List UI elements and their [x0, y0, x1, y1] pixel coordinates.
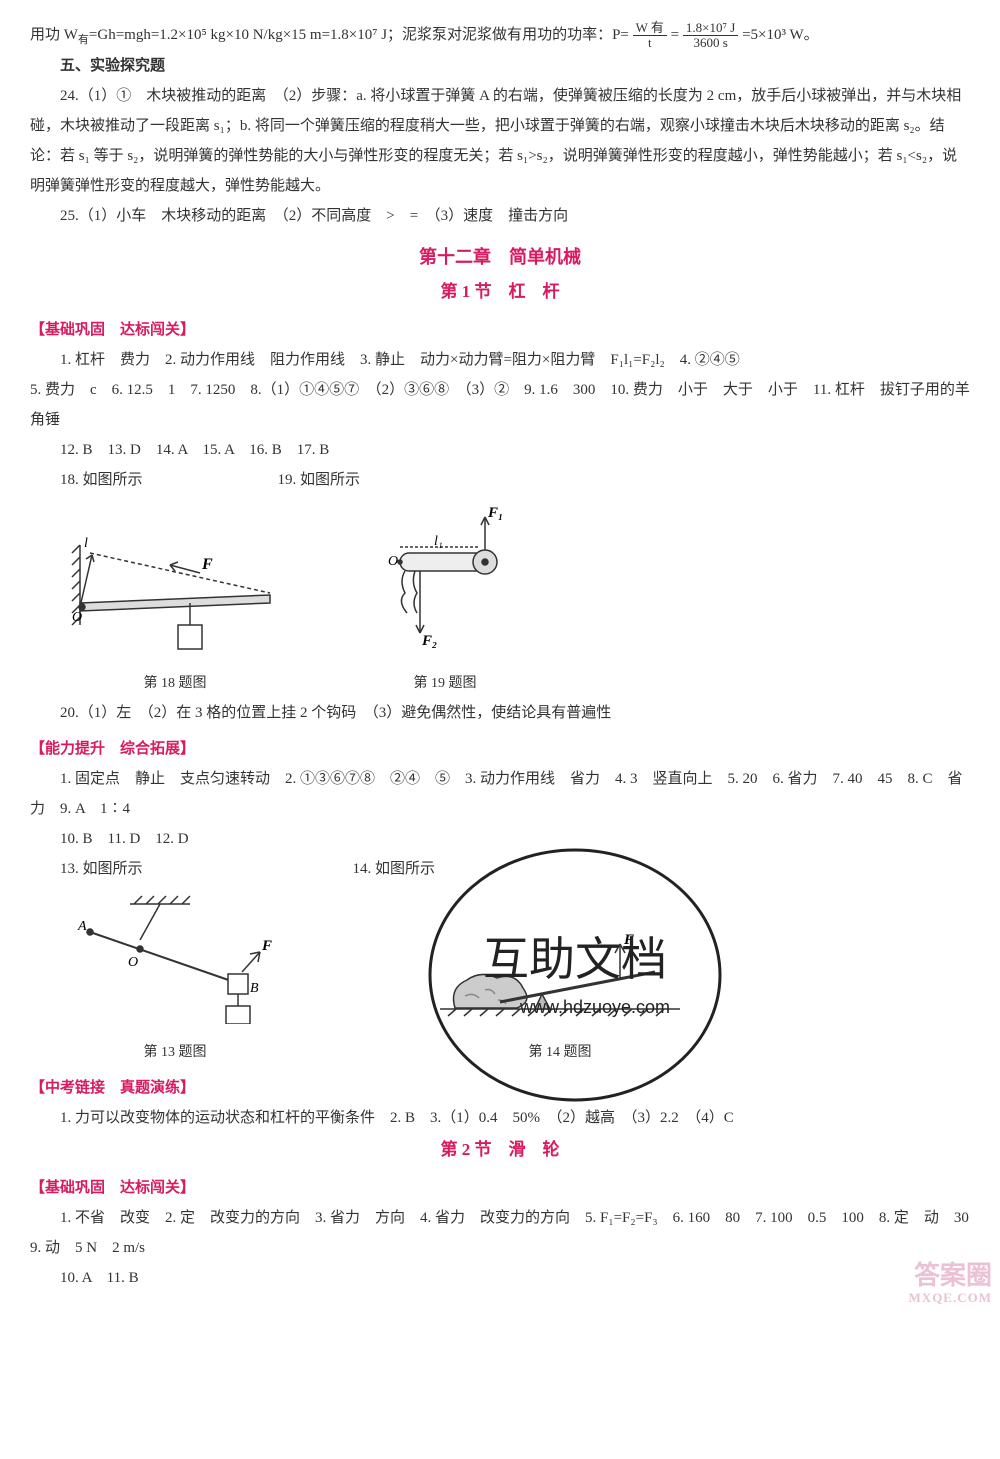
t: =Gh=mgh=1.2×10⁵ kg×10 N/kg×15 m=1.8×10⁷ … [89, 27, 629, 43]
lbl-l1: l₁ [434, 534, 443, 549]
p: 1. 固定点 静止 支点匀速转动 2. ①③⑥⑦⑧ ②④ ⑤ 3. 动力作用线 … [30, 764, 970, 824]
num: 1.8×10⁷ J [683, 21, 738, 36]
den: 3600 s [683, 36, 738, 50]
p: 10. A 11. B [30, 1263, 970, 1293]
caption-19: 第 19 题图 [360, 670, 530, 698]
p: 13. 如图所示 14. 如图所示 [30, 854, 970, 884]
fig14-svg: F [440, 904, 680, 1024]
wm-c1: 答案圈 [909, 1262, 992, 1291]
chapter-12-title: 第十二章 简单机械 [30, 239, 970, 275]
fraction: 1.8×10⁷ J3600 s [683, 21, 738, 51]
figure-19: F₁ F₂ O l₁ 第 19 题图 [360, 505, 530, 698]
p: 5. 费力 c 6. 12.5 1 7. 1250 8.（1）①④⑤⑦ （2）③… [30, 375, 970, 435]
den: t [633, 36, 667, 50]
fraction: W 有t [633, 21, 667, 51]
fig19-svg: F₁ F₂ O l₁ [360, 505, 530, 655]
lbl-O: O [388, 554, 398, 569]
sub-ability: 【能力提升 综合拓展】 [30, 734, 970, 764]
section-1-title: 第 1 节 杠 杆 [30, 275, 970, 309]
t: =5×10³ W。 [742, 27, 819, 43]
caption-18: 第 18 题图 [70, 670, 280, 698]
caption-14: 第 14 题图 [440, 1039, 680, 1067]
lbl-F: F [201, 556, 213, 573]
p: 1. 杠杆 费力 2. 动力作用线 阻力作用线 3. 静止 动力×动力臂=阻力×… [30, 345, 970, 375]
sub-basic: 【基础巩固 达标闯关】 [30, 315, 970, 345]
sub-basic-2: 【基础巩固 达标闯关】 [30, 1173, 970, 1203]
wm-c2: MXQE.COM [909, 1291, 992, 1305]
intro-formula: 用功 W有=Gh=mgh=1.2×10⁵ kg×10 N/kg×15 m=1.8… [30, 20, 970, 51]
lbl-A: A [77, 919, 87, 934]
section-5-title: 五、实验探究题 [30, 51, 970, 81]
fig13-svg: A O B F [70, 894, 280, 1024]
figure-row-1: O l F 第 18 题图 [70, 505, 970, 698]
q24: 24.（1）① 木块被推动的距离 （2）步骤：a. 将小球置于弹簧 A 的右端，… [30, 81, 970, 201]
caption-13: 第 13 题图 [70, 1039, 280, 1067]
p: 1. 不省 改变 2. 定 改变力的方向 3. 省力 方向 4. 省力 改变力的… [30, 1203, 970, 1263]
lbl-F: F [261, 938, 272, 954]
figure-13: A O B F 第 13 题图 [70, 894, 280, 1067]
sub: 有 [78, 34, 89, 46]
watermark-corner: 答案圈 MXQE.COM [909, 1262, 992, 1305]
figure-row-2: A O B F 第 13 题图 F [70, 894, 970, 1067]
lbl-F: F [623, 932, 634, 948]
lbl-F2: F₂ [421, 633, 437, 649]
p: 10. B 11. D 12. D [30, 824, 970, 854]
lbl-F1: F₁ [487, 505, 503, 521]
figure-14: F 第 14 题图 [440, 904, 680, 1067]
num: W 有 [633, 21, 667, 36]
sub-exam: 【中考链接 真题演练】 [30, 1073, 970, 1103]
p: 1. 力可以改变物体的运动状态和杠杆的平衡条件 2. B 3.（1）0.4 50… [30, 1103, 970, 1133]
lbl-l: l [84, 536, 88, 551]
t: 用功 W [30, 27, 78, 43]
p: 18. 如图所示 19. 如图所示 [30, 465, 970, 495]
p: 20.（1）左 （2）在 3 格的位置上挂 2 个钩码 （3）避免偶然性，使结论… [30, 698, 970, 728]
lbl-O: O [128, 955, 138, 970]
q25: 25.（1）小车 木块移动的距离 （2）不同高度 > = （3）速度 撞击方向 [30, 201, 970, 231]
section-2-title: 第 2 节 滑 轮 [30, 1133, 970, 1167]
lbl-O: O [72, 610, 82, 625]
figure-18: O l F 第 18 题图 [70, 525, 280, 698]
t: = [671, 27, 679, 43]
p: 12. B 13. D 14. A 15. A 16. B 17. B [30, 435, 970, 465]
lbl-B: B [250, 981, 259, 996]
fig18-svg: O l F [70, 525, 280, 655]
